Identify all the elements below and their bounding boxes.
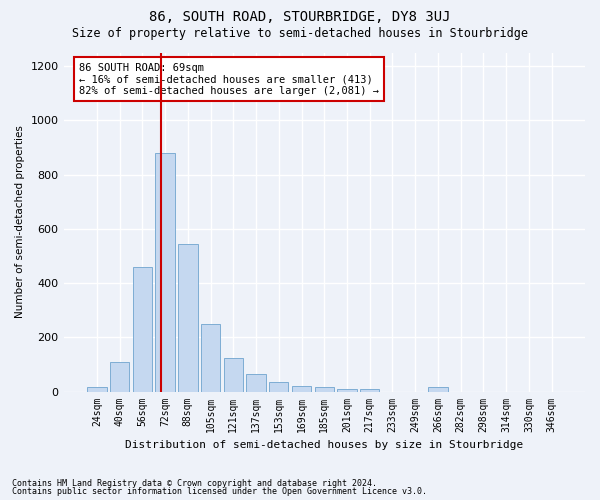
Y-axis label: Number of semi-detached properties: Number of semi-detached properties <box>15 126 25 318</box>
Bar <box>247 374 266 392</box>
Bar <box>155 153 175 392</box>
Bar <box>110 362 130 392</box>
Text: Contains HM Land Registry data © Crown copyright and database right 2024.: Contains HM Land Registry data © Crown c… <box>12 478 377 488</box>
Bar <box>87 386 107 392</box>
Text: Size of property relative to semi-detached houses in Stourbridge: Size of property relative to semi-detach… <box>72 28 528 40</box>
Bar <box>428 386 448 392</box>
X-axis label: Distribution of semi-detached houses by size in Stourbridge: Distribution of semi-detached houses by … <box>125 440 523 450</box>
Bar <box>224 358 243 392</box>
Bar <box>360 389 379 392</box>
Bar <box>201 324 220 392</box>
Text: 86, SOUTH ROAD, STOURBRIDGE, DY8 3UJ: 86, SOUTH ROAD, STOURBRIDGE, DY8 3UJ <box>149 10 451 24</box>
Bar <box>337 389 356 392</box>
Bar <box>314 386 334 392</box>
Bar <box>133 267 152 392</box>
Bar <box>292 386 311 392</box>
Bar <box>269 382 289 392</box>
Bar <box>178 244 197 392</box>
Text: 86 SOUTH ROAD: 69sqm
← 16% of semi-detached houses are smaller (413)
82% of semi: 86 SOUTH ROAD: 69sqm ← 16% of semi-detac… <box>79 62 379 96</box>
Text: Contains public sector information licensed under the Open Government Licence v3: Contains public sector information licen… <box>12 487 427 496</box>
